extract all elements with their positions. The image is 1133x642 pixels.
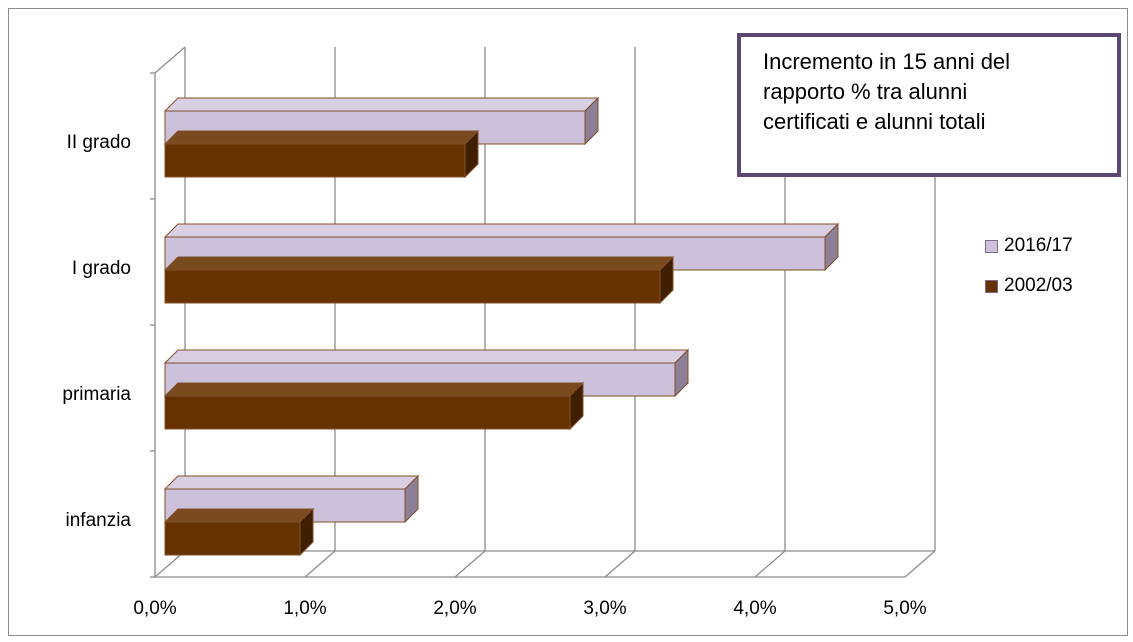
bar-top-face (163, 130, 480, 145)
category-label: infanzia (66, 510, 132, 531)
legend-label: 2016/17 (1004, 235, 1073, 256)
bar (164, 521, 301, 556)
bar (164, 269, 661, 304)
axis-line (154, 46, 186, 74)
bar-top-face (163, 97, 600, 112)
x-tick-label: 1,0% (283, 598, 326, 619)
legend-item-2016-17: 2016/17 (985, 233, 1073, 259)
bar-top-face (163, 382, 585, 397)
category-label: I grado (72, 258, 131, 279)
floor-line (454, 550, 486, 578)
legend-swatch-2016-17 (985, 239, 998, 253)
bar (164, 395, 571, 430)
bar-top-face (163, 349, 690, 364)
floor-line (604, 550, 636, 578)
legend-item-2002-03: 2002/03 (985, 273, 1073, 299)
annotation-line: certificati e alunni totali (763, 109, 986, 134)
bar (164, 143, 466, 178)
category-label: primaria (62, 384, 131, 405)
annotation-line: Incremento in 15 anni del (763, 49, 1011, 74)
bar-top-face (163, 223, 840, 238)
annotation-line: rapporto % tra alunni (763, 79, 968, 104)
x-tick-label: 0,0% (133, 598, 176, 619)
legend-swatch-2002-03 (985, 279, 998, 293)
legend: 2016/17 2002/03 (985, 233, 1073, 313)
x-tick-label: 4,0% (733, 598, 776, 619)
bar-top-face (163, 508, 315, 523)
x-tick-label: 5,0% (883, 598, 926, 619)
bar-top-face (163, 475, 420, 490)
floor-line (304, 550, 336, 578)
annotation-box: Incremento in 15 anni del rapporto % tra… (737, 33, 1121, 177)
legend-label: 2002/03 (1004, 275, 1073, 296)
floor-line (754, 550, 786, 578)
x-tick-label: 3,0% (583, 598, 626, 619)
floor-line (904, 550, 936, 578)
category-label: II grado (67, 132, 131, 153)
x-tick-label: 2,0% (433, 598, 476, 619)
bar-top-face (163, 256, 675, 271)
